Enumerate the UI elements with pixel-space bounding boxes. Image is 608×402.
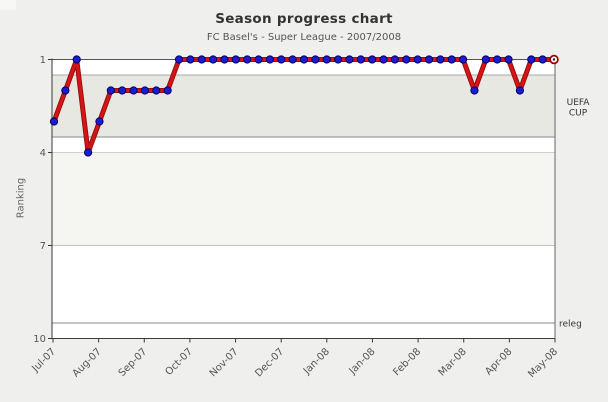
ranking-point — [413, 55, 422, 64]
uefa-cup-label-line2: CUP — [569, 109, 588, 119]
x-tick-label: Feb-08 — [391, 346, 423, 378]
ranking-point — [231, 55, 240, 64]
ranking-point — [504, 55, 513, 64]
ranking-point — [311, 55, 320, 64]
current-ranking-marker-dot — [552, 58, 556, 61]
x-tick-label: Aug-07 — [71, 346, 104, 379]
ranking-point — [345, 55, 354, 64]
ranking-point — [527, 55, 536, 64]
ranking-point — [436, 55, 445, 64]
ranking-point — [163, 86, 172, 95]
ranking-point — [95, 117, 104, 126]
relegation-label: releg — [559, 320, 582, 330]
ranking-point — [333, 55, 343, 64]
ranking-point — [402, 55, 411, 64]
x-tick-label: Nov-07 — [208, 346, 241, 379]
ranking-point — [299, 55, 309, 64]
chart-subtitle: FC Basel's - Super League - 2007/2008 — [206, 32, 402, 43]
ranking-point — [493, 55, 502, 64]
x-tick-label: Mar-08 — [437, 346, 469, 378]
x-tick-labels: Jul-07 Aug-07 Sep-07 Oct-07 Nov-07 Dec-07 Jan-… — [30, 338, 560, 380]
ranking-point — [515, 86, 525, 95]
ranking-point — [118, 86, 127, 95]
y-tick-label: 10 — [33, 334, 46, 345]
ranking-point — [208, 55, 218, 64]
ranking-point — [481, 55, 490, 64]
x-tick-label: Apr-08 — [483, 346, 514, 377]
y-tick-labels: 1 4 7 10 — [33, 55, 52, 345]
ranking-point — [368, 55, 377, 64]
ranking-point — [265, 55, 275, 64]
ranking-point — [288, 55, 297, 64]
uefa-cup-label-line1: UEFA — [567, 98, 591, 108]
gridlines — [52, 59, 555, 324]
ranking-point — [379, 55, 388, 64]
ranking-point — [220, 55, 229, 64]
ranking-point — [254, 55, 263, 64]
ranking-point — [152, 86, 161, 95]
ranking-point — [129, 86, 138, 95]
chart-title: Season progress chart — [215, 11, 393, 27]
ranking-point — [390, 55, 400, 64]
x-tick-label: Oct-07 — [163, 346, 195, 378]
axes — [51, 58, 556, 339]
ranking-point — [243, 55, 252, 64]
corner-highlight — [0, 0, 16, 10]
ranking-point — [424, 55, 434, 64]
ranking-point — [61, 86, 70, 95]
ranking-point — [72, 55, 81, 64]
ranking-point — [106, 86, 115, 95]
ranking-points — [49, 54, 559, 157]
ranking-point — [174, 55, 184, 64]
y-tick-label: 1 — [40, 55, 46, 66]
x-tick-label: Dec-07 — [253, 346, 286, 379]
x-tick-label: Sep-07 — [117, 346, 150, 379]
x-tick-label: May-08 — [526, 346, 560, 380]
x-tick-label: Jan-08 — [301, 346, 332, 377]
ranking-point — [322, 55, 331, 64]
x-tick-label: Jan-08 — [347, 346, 378, 377]
ranking-point — [277, 55, 286, 64]
uefa-cup-zone-band — [52, 75, 555, 137]
ranking-point — [538, 55, 547, 64]
ranking-point — [140, 86, 150, 95]
ranking-point — [83, 148, 93, 157]
mid-table-band — [52, 152, 555, 246]
ranking-point — [458, 55, 468, 64]
y-tick-label: 7 — [40, 241, 46, 252]
x-tick-label: Jul-07 — [30, 346, 59, 375]
ranking-point — [470, 86, 479, 95]
ranking-point — [197, 55, 206, 64]
ranking-point — [447, 55, 456, 64]
ranking-point — [49, 117, 59, 126]
ranking-point — [356, 55, 365, 64]
y-tick-label: 4 — [40, 148, 46, 159]
ranking-point — [186, 55, 195, 64]
zone-bands — [52, 75, 555, 246]
